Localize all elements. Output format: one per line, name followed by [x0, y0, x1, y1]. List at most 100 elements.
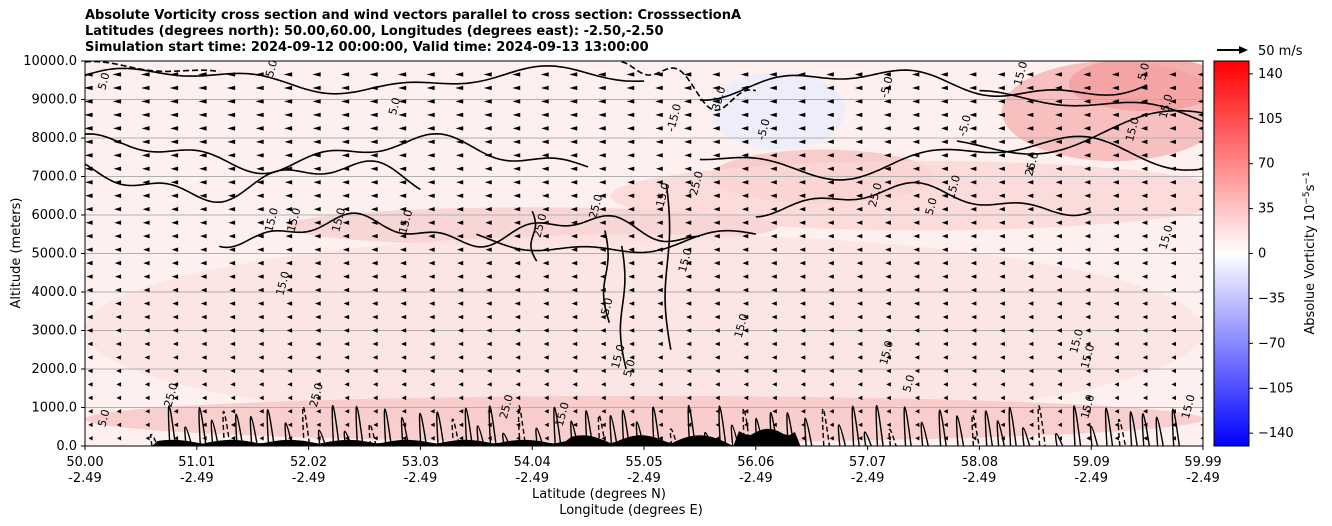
wind-vector — [998, 180, 1005, 185]
wind-vector — [569, 72, 578, 77]
wind-vector — [912, 99, 920, 104]
wind-vector — [826, 126, 834, 131]
wind-vector — [372, 341, 378, 347]
wind-vector — [144, 341, 150, 347]
wind-vector — [142, 207, 150, 212]
wind-vector — [885, 301, 891, 306]
wind-vector — [312, 85, 321, 91]
wind-vector — [1028, 368, 1034, 374]
wind-vector — [770, 207, 777, 212]
wind-vector — [173, 355, 179, 360]
wind-vector — [115, 328, 122, 333]
contour-label: 15.0 — [1157, 93, 1176, 120]
wind-vector — [829, 395, 834, 401]
contour-line — [85, 160, 421, 203]
wind-vector — [342, 247, 350, 252]
wind-vector — [857, 355, 863, 360]
wind-vector — [399, 233, 407, 239]
wind-vector — [399, 193, 407, 198]
wind-vector — [998, 207, 1005, 212]
wind-vector — [171, 207, 179, 212]
wind-vector — [713, 220, 720, 225]
wind-vector — [88, 409, 93, 414]
wind-vector — [914, 301, 920, 306]
contour-line — [875, 405, 884, 446]
wind-vector — [857, 314, 863, 320]
wind-vector — [1057, 395, 1062, 401]
wind-vector — [370, 207, 378, 212]
wind-vector — [883, 72, 891, 77]
wind-vector — [458, 422, 464, 428]
wind-vector — [971, 341, 977, 347]
wind-vector — [543, 355, 549, 360]
wind-vector — [258, 314, 264, 320]
wind-vector — [430, 395, 435, 401]
wind-vector — [914, 328, 920, 333]
wind-vector — [884, 153, 891, 158]
wind-vector — [1113, 274, 1119, 279]
wind-vector — [398, 126, 407, 131]
wind-vector — [169, 85, 179, 91]
wind-vector — [372, 382, 378, 387]
wind-vector — [686, 341, 692, 347]
contour-line — [210, 419, 219, 446]
wind-vector — [371, 260, 378, 266]
wind-vector — [87, 355, 93, 360]
wind-vector — [85, 153, 93, 158]
wind-vector — [771, 287, 777, 293]
contour-label: 5.0 — [923, 196, 940, 216]
wind-vector — [969, 139, 977, 145]
wind-vector — [400, 260, 407, 266]
wind-vector — [1027, 220, 1034, 225]
contour-line — [837, 424, 847, 446]
contour-line — [476, 425, 485, 446]
contour-label: 5.0 — [900, 373, 917, 393]
wind-vector — [826, 72, 834, 77]
wind-vector — [1112, 193, 1119, 198]
wind-vector — [1085, 341, 1091, 347]
wind-vector — [913, 220, 920, 225]
wind-vector — [571, 314, 578, 320]
wind-vector — [399, 247, 407, 252]
wind-vector — [428, 274, 435, 279]
wind-vector — [427, 153, 435, 158]
wind-vector — [884, 193, 891, 198]
wind-vector — [1084, 220, 1091, 225]
wind-vector — [600, 355, 606, 360]
wind-vector — [885, 287, 891, 293]
wind-vector — [627, 180, 635, 185]
wind-vector — [886, 368, 891, 374]
wind-vector — [970, 260, 977, 266]
contour-line — [651, 406, 661, 446]
wind-vector — [1026, 85, 1034, 91]
wind-vector — [742, 247, 749, 252]
wind-vector — [113, 126, 122, 131]
wind-vector — [198, 85, 207, 91]
wind-vector — [171, 233, 179, 239]
wind-vector — [941, 180, 948, 185]
wind-vector — [914, 355, 920, 360]
wind-vector — [370, 166, 378, 171]
wind-vector — [713, 180, 720, 185]
wind-vector — [1169, 153, 1176, 158]
wind-vector — [400, 287, 407, 293]
wind-vector — [199, 220, 207, 225]
wind-vector — [484, 126, 492, 131]
wind-vector — [343, 260, 350, 266]
wind-vector — [685, 233, 692, 239]
wind-vector — [997, 112, 1005, 118]
wind-vector — [483, 99, 492, 104]
contour-label: 5.0 — [263, 58, 280, 78]
wind-vector — [857, 368, 863, 374]
wind-vector — [143, 247, 150, 252]
wind-vector — [598, 180, 606, 185]
wind-vector — [86, 260, 93, 266]
x-axis-label-latitude: Latitude (degrees N) — [532, 487, 666, 502]
wind-vector — [1141, 166, 1148, 171]
wind-vector — [1028, 301, 1034, 306]
wind-vector — [599, 207, 606, 212]
contour-label: 5.0 — [1135, 62, 1152, 82]
wind-vector — [426, 112, 435, 118]
wind-vector — [772, 395, 777, 401]
contour-line — [85, 65, 645, 95]
